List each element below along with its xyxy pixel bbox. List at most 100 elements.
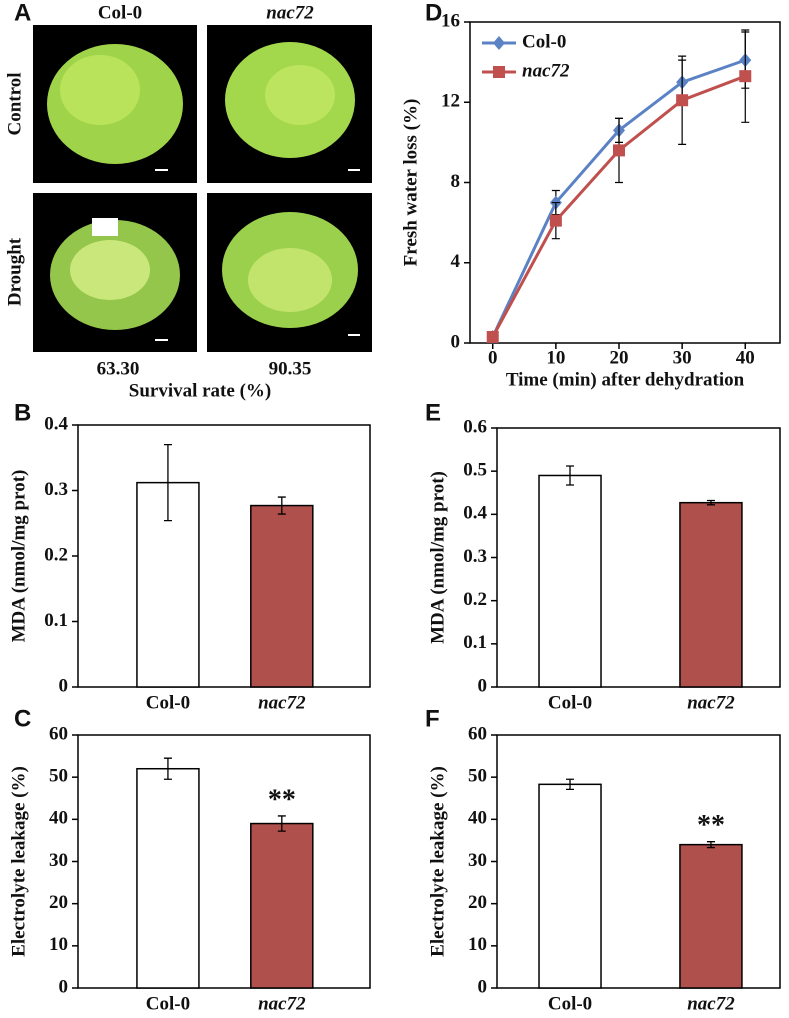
y-tick-label: 0.3 — [463, 546, 487, 567]
y-tick-label: 30 — [49, 850, 68, 871]
x-tick-label: 30 — [673, 347, 692, 368]
error-bar — [566, 778, 575, 791]
x-tick-label: 10 — [546, 347, 565, 368]
y-axis-title: Electrolyte leakage (%) — [427, 766, 448, 957]
legend-label: Col-0 — [522, 31, 566, 52]
x-tick-label: Col-0 — [146, 993, 190, 1014]
y-tick-label: 0 — [451, 331, 461, 352]
x-tick-label: 20 — [610, 347, 629, 368]
x-tick-label: nac72 — [687, 692, 735, 713]
axis-title: Survival rate (%) — [129, 380, 271, 401]
y-tick-label: 0.4 — [463, 503, 487, 524]
chart: C 0 10 20 30 40 50 60 Electrolyte leakage (%) Col… — [8, 705, 371, 1014]
y-tick-label: 0 — [59, 675, 69, 696]
legend-marker — [493, 66, 505, 78]
row-label: Control — [4, 73, 25, 136]
y-tick-label: 50 — [49, 766, 68, 787]
panel-letter: E — [425, 399, 441, 426]
y-tick-label: 0.1 — [463, 632, 487, 653]
chart: D 0 4 8 12 16 Fresh water loss (%) 0 10 20 30 40Tim… — [400, 0, 781, 390]
x-tick-label: Col-0 — [548, 993, 592, 1014]
photo — [33, 193, 197, 352]
y-axis-title: Fresh water loss (%) — [400, 99, 421, 267]
y-tick-label: 20 — [49, 892, 68, 913]
panel-letter: D — [425, 0, 442, 26]
x-tick-label: Col-0 — [146, 692, 190, 713]
y-tick-label: 20 — [468, 892, 487, 913]
bar — [538, 474, 602, 688]
significance: ** — [268, 784, 296, 815]
x-tick-label: 40 — [736, 347, 755, 368]
survival-rate: 63.30 — [97, 358, 140, 379]
error-bar — [566, 465, 575, 486]
y-tick-label: 12 — [441, 91, 460, 112]
y-tick-label: 0 — [478, 675, 488, 696]
error-bar — [163, 444, 172, 522]
bar — [136, 767, 200, 989]
y-tick-label: 0 — [59, 976, 69, 997]
row-label: Drought — [4, 237, 25, 306]
plot-frame — [77, 424, 371, 688]
error-bar — [706, 841, 715, 849]
marker — [613, 144, 626, 157]
legend-label: nac72 — [522, 60, 570, 81]
bar — [679, 843, 743, 989]
y-tick-label: 4 — [451, 251, 461, 272]
panel-letter: F — [425, 705, 440, 732]
bar — [250, 504, 314, 688]
y-tick-label: 60 — [49, 723, 68, 744]
x-tick-label: nac72 — [258, 993, 306, 1014]
photo — [207, 193, 372, 352]
x-axis-title: Time (min) after dehydration — [506, 369, 745, 390]
y-tick-label: 0.4 — [44, 413, 68, 434]
error-bar — [706, 499, 715, 506]
y-tick-label: 10 — [468, 934, 487, 955]
line — [491, 74, 746, 338]
y-tick-label: 60 — [468, 723, 487, 744]
y-tick-label: 0.1 — [44, 610, 68, 631]
y-tick-label: 30 — [468, 850, 487, 871]
photo-panel: A Col-0 nac72 Control Drought 63.30 90.3… — [4, 0, 372, 401]
chart: B 0 0.1 0.2 0.3 0.4 MDA (nmol/mg prot) Col-0 nac… — [8, 399, 371, 713]
y-tick-label: 40 — [468, 808, 487, 829]
y-axis-title: Electrolyte leakage (%) — [8, 766, 29, 957]
error-bar — [163, 757, 172, 780]
bar — [679, 501, 743, 688]
photo — [33, 25, 197, 183]
y-axis-title: MDA (nmol/mg prot) — [427, 471, 448, 644]
column-label: nac72 — [266, 2, 314, 23]
marker — [739, 70, 752, 83]
y-tick-label: 40 — [49, 808, 68, 829]
plot-frame — [77, 734, 371, 989]
y-tick-label: 0 — [478, 976, 488, 997]
marker — [676, 94, 689, 107]
legend-marker — [493, 36, 505, 50]
x-tick-label: nac72 — [258, 692, 306, 713]
bar — [250, 822, 314, 989]
x-tick-label: 0 — [488, 347, 498, 368]
panel-letter: A — [14, 0, 31, 26]
panel-letter: C — [14, 705, 31, 732]
error-bar — [277, 815, 286, 832]
x-tick-label: Col-0 — [548, 692, 592, 713]
chart: E 0 0.1 0.2 0.3 0.4 0.5 0.6 MDA (nmol/mg prot) Co… — [425, 399, 781, 713]
marker — [549, 214, 562, 227]
chart: F 0 10 20 30 40 50 60 Electrolyte leakage (%) Col… — [425, 705, 781, 1014]
y-tick-label: 0.2 — [463, 589, 487, 610]
bar — [538, 783, 602, 989]
line — [491, 58, 746, 338]
panel-letter: B — [14, 399, 31, 426]
y-axis-title: MDA (nmol/mg prot) — [8, 470, 29, 643]
survival-rate: 90.35 — [269, 358, 312, 379]
y-tick-label: 8 — [451, 171, 461, 192]
y-tick-label: 10 — [49, 934, 68, 955]
error-bar — [277, 496, 286, 515]
significance: ** — [697, 810, 725, 841]
y-tick-label: 0.3 — [44, 479, 68, 500]
y-tick-label: 0.6 — [463, 416, 487, 437]
column-label: Col-0 — [98, 2, 142, 23]
photo — [207, 25, 372, 183]
y-tick-label: 0.5 — [463, 460, 487, 481]
marker — [486, 330, 499, 343]
